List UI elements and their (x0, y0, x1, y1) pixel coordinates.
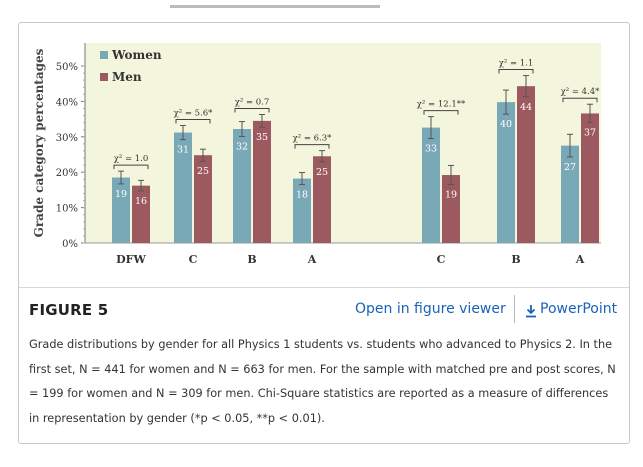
bar-value-label: 31 (177, 145, 189, 156)
chi-square-annotation: χ² = 1.1 (499, 59, 534, 69)
bar-value-label: 33 (425, 144, 437, 155)
bar-value-label: 16 (135, 196, 147, 207)
bar-men-a (313, 156, 331, 243)
bar-women-b2 (497, 102, 515, 243)
open-figure-viewer-link[interactable]: Open in figure viewer (355, 301, 506, 317)
bar-women-a (293, 178, 311, 243)
chart: 0% 10% 20% 30% 40% 50% Grade category percenta… (32, 43, 601, 266)
chi-square-annotation: χ² = 12.1** (417, 100, 466, 110)
bar-value-label: 25 (316, 167, 328, 178)
bar-men-dfw (132, 185, 150, 243)
bar-women-c2 (422, 127, 440, 243)
y-tick-label: 50% (56, 62, 78, 73)
chi-square-annotation: χ² = 6.3* (293, 134, 333, 144)
legend-swatch (100, 73, 108, 81)
chi-square-annotation: χ² = 0.7 (235, 97, 270, 107)
figure-panel: 0% 10% 20% 30% 40% 50% Grade category percenta… (18, 22, 630, 444)
bar-men-c2 (442, 175, 460, 243)
bar-women-c (174, 132, 192, 243)
top-cut-text (0, 0, 643, 8)
download-icon[interactable] (525, 304, 537, 318)
bar-value-label: 40 (500, 119, 512, 130)
x-category-label: A (575, 253, 585, 266)
y-tick-label: 30% (56, 133, 78, 144)
y-tick-label: 10% (56, 204, 78, 215)
bar-value-label: 37 (584, 128, 596, 139)
significance-bracket (175, 118, 211, 124)
bar-men-c (194, 155, 212, 243)
y-tick-label: 40% (56, 97, 78, 108)
legend-label: Men (112, 70, 142, 84)
divider (19, 287, 629, 288)
significance-bracket (562, 97, 598, 103)
x-category-label: B (511, 253, 520, 266)
significance-bracket (113, 164, 149, 170)
bar-women-a2 (561, 145, 579, 243)
chi-square-annotation: χ² = 5.6* (174, 108, 214, 118)
figure-label: FIGURE 5 (29, 301, 109, 319)
bar-value-label: 18 (296, 190, 308, 201)
significance-bracket (423, 110, 459, 115)
x-category-label: B (247, 253, 256, 266)
bar-value-label: 27 (564, 162, 576, 173)
bar-men-b2 (517, 86, 535, 243)
y-axis-label: Grade category percentages (32, 48, 46, 237)
significance-bracket (498, 69, 534, 74)
bar-men-b (253, 120, 271, 243)
bar-value-label: 35 (256, 132, 268, 143)
chi-square-annotation: χ² = 1.0 (114, 154, 149, 164)
bar-value-label: 19 (115, 189, 127, 200)
x-category-label: C (437, 253, 446, 266)
x-category-label: C (189, 253, 198, 266)
bar-value-label: 32 (236, 141, 248, 152)
link-separator (514, 295, 515, 323)
bar-women-dfw (112, 177, 130, 243)
y-tick-label: 20% (56, 168, 78, 179)
x-category-label: DFW (116, 253, 146, 266)
bar-value-label: 19 (445, 190, 457, 201)
bar-men-a2 (581, 113, 599, 243)
x-category-label: A (307, 253, 317, 266)
bar-value-label: 44 (520, 102, 532, 113)
chi-square-annotation: χ² = 4.4* (561, 87, 601, 97)
bar-value-label: 25 (197, 166, 209, 177)
powerpoint-link[interactable]: PowerPoint (540, 301, 618, 317)
significance-bracket (234, 107, 270, 113)
legend-label: Women (111, 48, 162, 62)
figure-caption: Grade distributions by gender for all Ph… (29, 338, 616, 425)
legend-swatch (100, 51, 108, 59)
significance-bracket (294, 144, 330, 149)
y-tick-label: 0% (62, 239, 78, 250)
bar-women-b (233, 129, 251, 243)
